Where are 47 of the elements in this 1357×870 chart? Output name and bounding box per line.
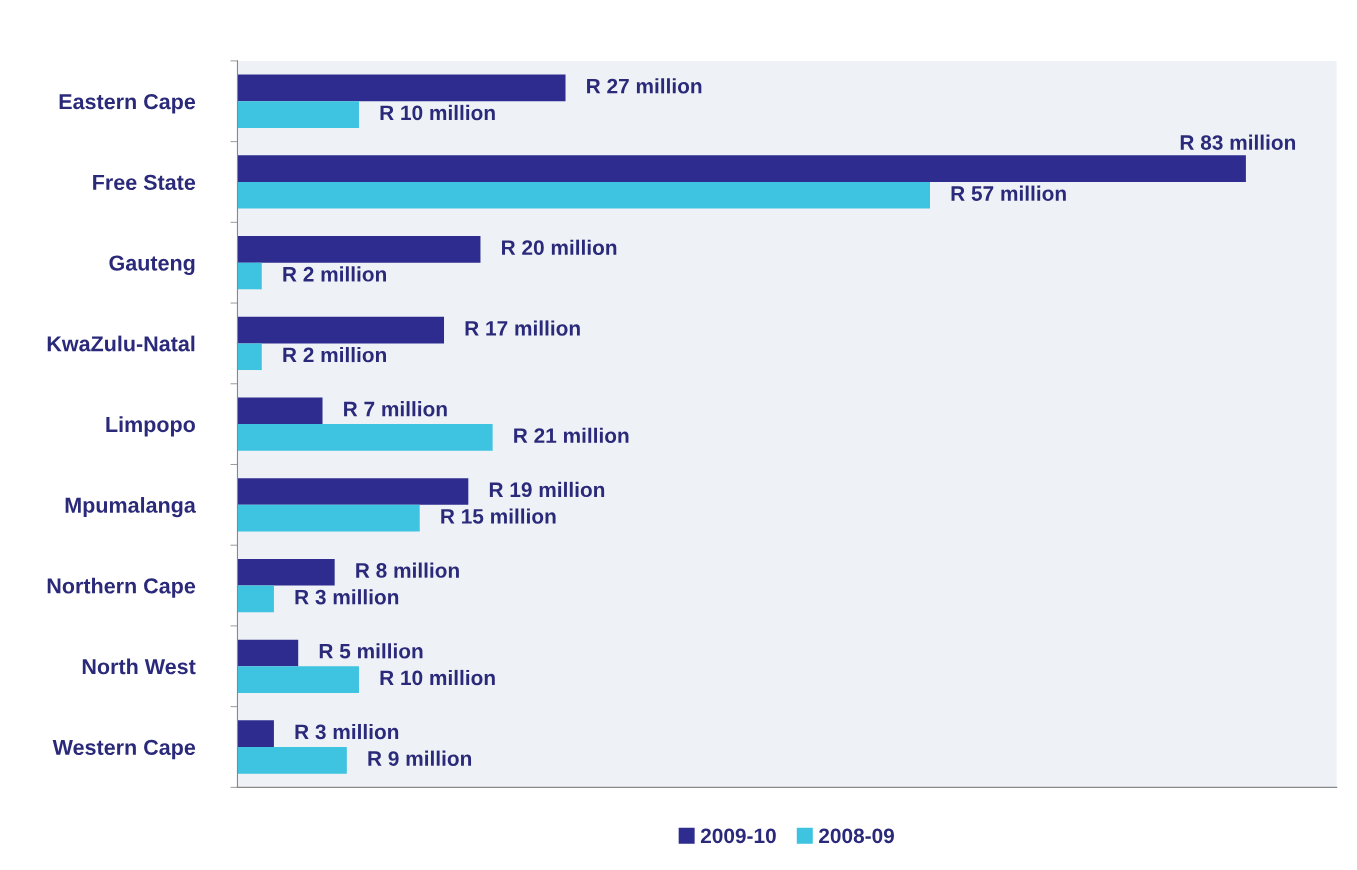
data-label: R 17 million: [465, 320, 580, 336]
y-tick-label: KwaZulu-Natal: [47, 335, 195, 352]
data-label: R 8 million: [356, 562, 459, 578]
y-tick-label: Eastern Cape: [59, 94, 196, 114]
bar: [237, 424, 493, 451]
bar: [237, 666, 359, 693]
data-label: R 10 million: [380, 669, 495, 686]
y-tick-label: North West: [82, 658, 196, 675]
data-label: R 19 million: [489, 481, 605, 498]
bar: [237, 343, 262, 371]
y-tick-label: Western Cape: [52, 739, 196, 760]
legend-label: 2009-10: [700, 828, 776, 844]
y-tick-label: Northern Cape: [47, 577, 196, 598]
bar: [237, 181, 930, 209]
data-label: R 21 million: [514, 427, 629, 444]
bar: [237, 397, 323, 425]
data-label: R 57 million: [951, 185, 1066, 201]
data-label: R 15 million: [441, 508, 556, 524]
data-label: R 20 million: [502, 239, 617, 255]
data-label: R 9 million: [368, 750, 472, 766]
bar: [237, 639, 299, 667]
data-label: R 10 million: [380, 104, 495, 121]
data-label: R 2 million: [283, 347, 386, 363]
data-label: R 7 million: [344, 401, 447, 417]
bar: [237, 101, 359, 128]
data-label: R 3 million: [295, 723, 399, 740]
data-label: R 27 million: [587, 78, 702, 94]
bar: [237, 720, 274, 747]
y-tick-label: Free State: [93, 174, 196, 190]
legend-label: 2008-09: [819, 828, 894, 844]
y-tick-label: Mpumalanga: [65, 497, 196, 518]
data-label: R 83 million: [1180, 134, 1296, 150]
data-label: R 5 million: [319, 643, 423, 659]
data-label: R 2 million: [283, 266, 386, 282]
bar: [237, 316, 445, 344]
bar: [237, 155, 1246, 182]
bar: [237, 558, 335, 586]
bar: [237, 74, 566, 102]
bar: [237, 236, 481, 263]
bar: [237, 585, 274, 613]
data-label: R 3 million: [295, 589, 399, 605]
y-tick-label: Gauteng: [109, 255, 195, 276]
bar: [237, 262, 262, 290]
bar: [237, 478, 469, 505]
bar: [237, 504, 420, 532]
y-tick-label: Limpopo: [106, 416, 195, 437]
bar: [237, 746, 347, 774]
